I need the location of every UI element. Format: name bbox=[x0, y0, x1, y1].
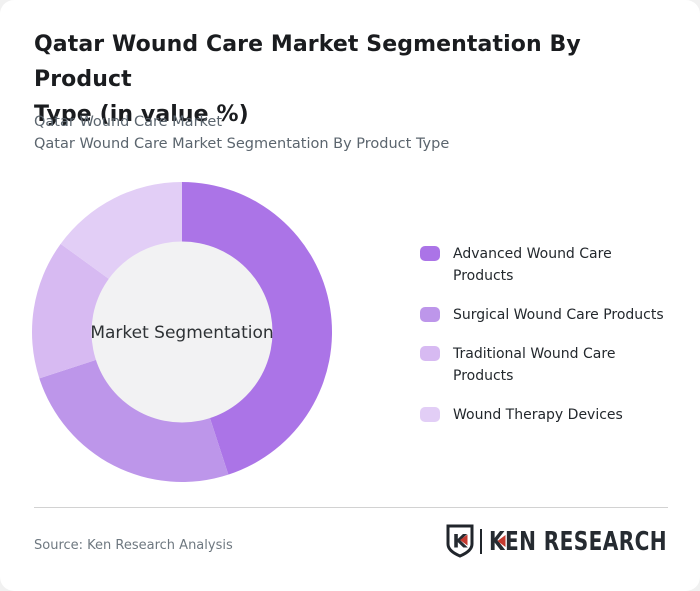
legend-swatch bbox=[420, 407, 440, 422]
shield-accent-triangle-icon bbox=[460, 534, 468, 546]
donut-center-label: Market Segmentation bbox=[90, 323, 273, 343]
legend-item: Advanced Wound Care Products bbox=[420, 243, 682, 287]
logo-shield-icon: K bbox=[446, 524, 474, 558]
donut-hole bbox=[91, 241, 273, 423]
legend-item: Traditional Wound Care Products bbox=[420, 343, 682, 387]
donut-chart: Market Segmentation bbox=[30, 180, 334, 484]
source-text: Source: Ken Research Analysis bbox=[34, 538, 233, 553]
donut-segment-2 bbox=[39, 359, 229, 483]
shield-outline bbox=[446, 524, 474, 558]
footer-divider bbox=[34, 507, 668, 508]
legend-item: Wound Therapy Devices bbox=[420, 404, 682, 426]
donut-segment-1 bbox=[182, 182, 333, 475]
legend-swatch bbox=[420, 346, 440, 361]
donut-segment-3 bbox=[31, 243, 110, 379]
legend-swatch bbox=[420, 307, 440, 322]
legend-label: Surgical Wound Care Products bbox=[453, 307, 664, 323]
legend-label: Advanced Wound Care Products bbox=[453, 246, 612, 284]
logo-wordmark: KEN RESEARCH bbox=[489, 527, 667, 556]
donut-segment-4 bbox=[60, 182, 182, 280]
subtitle-line-2: Qatar Wound Care Market Segmentation By … bbox=[34, 135, 450, 152]
logo-divider-bar bbox=[480, 528, 482, 554]
subtitle-block: Qatar Wound Care Market Qatar Wound Care… bbox=[34, 112, 449, 155]
brand-accent-triangle-icon bbox=[497, 535, 506, 547]
legend-item: Surgical Wound Care Products bbox=[420, 304, 682, 326]
page-title: Qatar Wound Care Market Segmentation By … bbox=[34, 32, 581, 127]
legend-label: Wound Therapy Devices bbox=[453, 407, 623, 423]
donut-svg: Market Segmentation bbox=[31, 182, 333, 483]
ken-research-logo: K KEN RESEARCH bbox=[445, 523, 668, 559]
donut-segments bbox=[31, 182, 333, 483]
legend-swatch bbox=[420, 246, 440, 261]
chart-legend: Advanced Wound Care Products Surgical Wou… bbox=[420, 243, 682, 443]
brand-text: KEN RESEARCH bbox=[489, 527, 667, 556]
subtitle-line-1: Qatar Wound Care Market bbox=[34, 114, 223, 130]
legend-label: Traditional Wound Care Products bbox=[453, 346, 616, 384]
shield-letter: K bbox=[453, 531, 469, 553]
